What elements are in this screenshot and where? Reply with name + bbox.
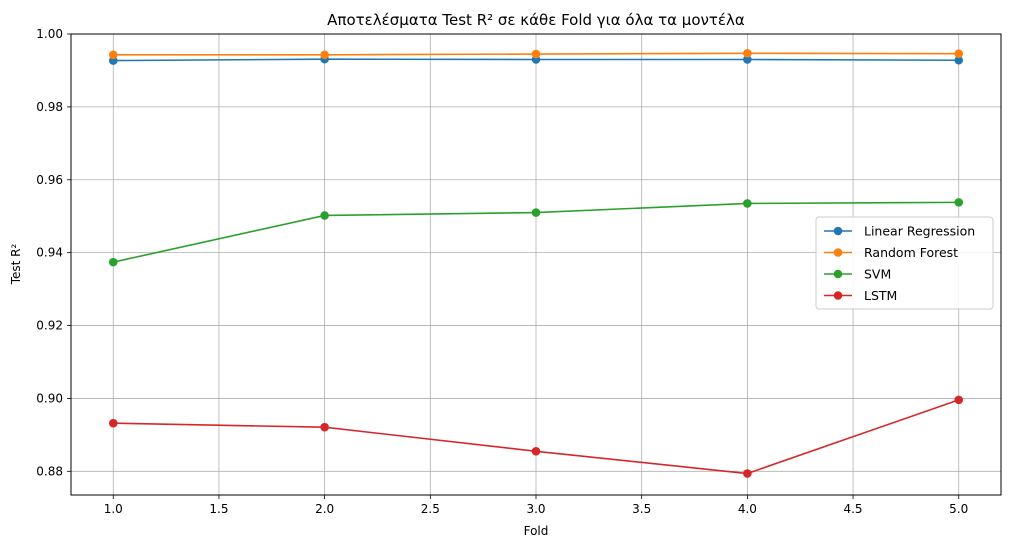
- y-tick-label: 0.96: [36, 173, 63, 187]
- y-tick-label: 0.98: [36, 100, 63, 114]
- legend-swatch-marker: [833, 248, 843, 257]
- series-svm: [108, 198, 964, 267]
- series-lstm: [108, 395, 964, 478]
- axis-ticks: 1.0 1.5 2.0 2.5 3.0 3.5 4.0 4.5 5.0 0.88 0.90 0.92 0…: [36, 27, 968, 516]
- y-tick-label: 0.90: [36, 391, 63, 405]
- x-tick-label: 3.0: [526, 502, 545, 516]
- legend-label: SVM: [864, 267, 891, 282]
- data-point-random-forest: [320, 50, 329, 60]
- data-point-random-forest: [531, 49, 541, 59]
- legend-swatch-marker: [833, 226, 843, 236]
- series-random-forest: [108, 49, 964, 60]
- data-point-svm: [108, 257, 118, 267]
- data-point-random-forest: [954, 49, 964, 58]
- data-point-svm: [954, 198, 964, 207]
- x-tick-label: 2.5: [421, 502, 440, 516]
- x-tick-label: 1.0: [104, 502, 123, 516]
- chart-title: Αποτελέσματα Test R² σε κάθε Fold για όλ…: [327, 11, 745, 29]
- data-point-linear-regression: [954, 55, 964, 65]
- legend-label: Linear Regression: [864, 224, 975, 239]
- data-point-lstm: [108, 418, 118, 428]
- data-point-lstm: [954, 395, 964, 405]
- x-tick-label: 4.5: [843, 502, 862, 516]
- legend-swatch-marker: [833, 269, 843, 279]
- legend: Linear Regression Random Forest SVM LSTM: [815, 216, 994, 310]
- y-axis-label: Test R²: [9, 244, 23, 286]
- legend-label: LSTM: [864, 288, 897, 303]
- legend-item-lstm: LSTM: [824, 288, 897, 303]
- legend-label: Random Forest: [864, 245, 958, 260]
- x-tick-label: 1.5: [209, 502, 228, 516]
- x-axis-label: Fold: [524, 524, 549, 538]
- data-point-svm: [743, 199, 752, 208]
- x-tick-label: 2.0: [315, 502, 334, 516]
- series-layer: [108, 49, 964, 478]
- x-tick-label: 3.5: [632, 502, 651, 516]
- legend-item-random-forest: Random Forest: [824, 245, 958, 260]
- y-tick-label: 0.88: [36, 464, 63, 478]
- data-point-linear-regression: [743, 55, 752, 64]
- data-point-lstm: [320, 422, 329, 432]
- data-point-random-forest: [108, 50, 118, 60]
- x-tick-label: 4.0: [738, 502, 757, 516]
- x-tick-label: 5.0: [949, 502, 968, 516]
- legend-item-svm: SVM: [824, 267, 891, 282]
- legend-item-linear-regression: Linear Regression: [824, 224, 975, 239]
- data-point-random-forest: [743, 49, 752, 58]
- y-tick-label: 0.92: [36, 319, 63, 333]
- legend-box: [815, 216, 994, 310]
- data-point-svm: [320, 211, 329, 220]
- legend-swatch-marker: [833, 291, 843, 300]
- data-point-svm: [531, 208, 541, 217]
- data-point-lstm: [743, 469, 752, 478]
- data-point-lstm: [531, 446, 541, 456]
- y-tick-label: 1.00: [36, 27, 63, 41]
- y-tick-label: 0.94: [36, 246, 63, 260]
